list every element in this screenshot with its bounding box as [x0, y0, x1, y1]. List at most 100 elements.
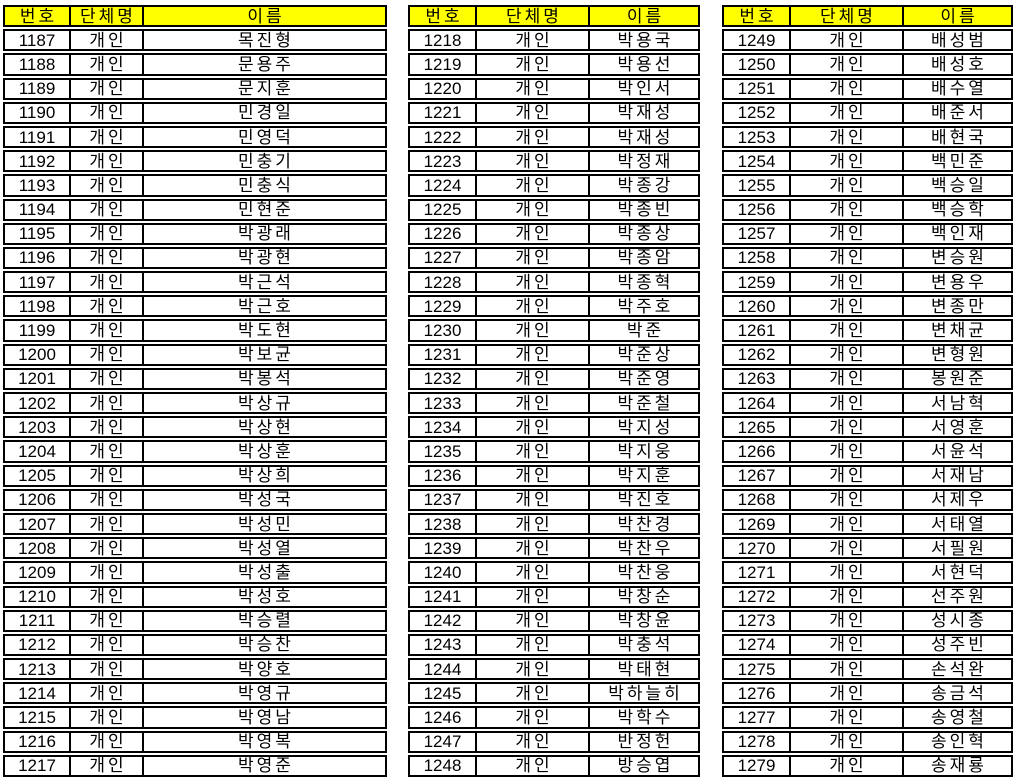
roster-table-middle: 번호 단체명 이름 1218 개인 박용국 1219 개인 박용선 1220 개인 박인서 122… [408, 5, 700, 777]
cell-name: 박충석 [588, 635, 698, 655]
cell-organization: 개인 [475, 127, 588, 147]
cell-name: 박준 [588, 321, 698, 340]
cell-organization: 개인 [475, 103, 588, 122]
cell-organization: 개인 [475, 273, 588, 292]
cell-name: 배준서 [902, 103, 1011, 122]
cell-number: 1196 [18, 248, 56, 268]
cell-name: 박양호 [142, 660, 385, 679]
cell-organization: 개인 [475, 345, 588, 364]
table-row: 1214 개인 박영규 [3, 682, 387, 705]
cell-name: 박상현 [142, 418, 385, 437]
table-row: 1192 개인 민충기 [3, 150, 387, 173]
cell-name: 박봉석 [142, 369, 385, 388]
cell-name: 서영훈 [902, 418, 1011, 437]
cell-organization: 개인 [69, 635, 142, 655]
table-row: 1277 개인 송영철 [722, 706, 1013, 729]
cell-number: 1201 [18, 369, 56, 388]
cell-organization: 개인 [475, 224, 588, 243]
table-row: 1266 개인 서윤석 [722, 440, 1013, 463]
cell-organization: 개인 [789, 635, 902, 655]
cell-name: 박용선 [588, 55, 698, 74]
cell-number: 1222 [423, 127, 462, 147]
cell-number: 1260 [737, 297, 776, 316]
cell-name: 민충식 [142, 176, 385, 195]
table-row: 1205 개인 박상희 [3, 464, 387, 487]
cell-number: 1271 [737, 563, 776, 582]
table-row: 1255 개인 백승일 [722, 174, 1013, 197]
cell-organization: 개인 [789, 563, 902, 582]
table-row: 1234 개인 박지성 [408, 416, 700, 439]
cell-name: 변형원 [902, 345, 1011, 364]
table-row: 1199 개인 박도현 [3, 319, 387, 342]
cell-organization: 개인 [69, 176, 142, 195]
table-row: 1236 개인 박지훈 [408, 464, 700, 487]
cell-number: 1225 [423, 200, 462, 219]
table-row: 1218 개인 박용국 [408, 29, 700, 52]
cell-number: 1228 [423, 273, 462, 292]
cell-organization: 개인 [69, 31, 142, 50]
table-row: 1272 개인 선주원 [722, 585, 1013, 608]
cell-number: 1273 [737, 611, 776, 630]
table-row: 1271 개인 서현덕 [722, 561, 1013, 584]
cell-name: 송영철 [902, 708, 1011, 727]
cell-name: 박도현 [142, 321, 385, 340]
cell-name: 박근석 [142, 273, 385, 292]
cell-organization: 개인 [789, 539, 902, 558]
cell-name: 박보균 [142, 345, 385, 364]
table-row: 1223 개인 박정재 [408, 150, 700, 173]
cell-name: 백승일 [902, 176, 1011, 195]
table-row: 1257 개인 백인재 [722, 222, 1013, 245]
cell-number: 1261 [737, 321, 776, 340]
cell-name: 백승학 [902, 200, 1011, 219]
cell-organization: 개인 [789, 369, 902, 388]
cell-number: 1203 [18, 418, 56, 437]
table-row: 1204 개인 박상훈 [3, 440, 387, 463]
cell-organization: 개인 [69, 418, 142, 437]
cell-organization: 개인 [69, 345, 142, 364]
table-row: 1261 개인 변채균 [722, 319, 1013, 342]
cell-name: 목진형 [142, 31, 385, 50]
cell-name: 민영덕 [142, 127, 385, 147]
table-row: 1193 개인 민충식 [3, 174, 387, 197]
cell-name: 박준상 [588, 345, 698, 364]
cell-organization: 개인 [69, 514, 142, 534]
cell-name: 반정헌 [588, 732, 698, 751]
cell-number: 1210 [18, 587, 56, 606]
table-row: 1226 개인 박종상 [408, 222, 700, 245]
cell-number: 1263 [737, 369, 776, 388]
table-row: 1222 개인 박재성 [408, 125, 700, 149]
cell-organization: 개인 [475, 587, 588, 606]
cell-number: 1229 [423, 297, 462, 316]
cell-organization: 개인 [69, 127, 142, 147]
table-row: 1259 개인 변용우 [722, 271, 1013, 294]
cell-number: 1213 [18, 660, 56, 679]
cell-name: 박지웅 [588, 442, 698, 461]
cell-name: 민경일 [142, 103, 385, 122]
table-row: 1229 개인 박주호 [408, 295, 700, 318]
table-row: 1237 개인 박진호 [408, 488, 700, 511]
cell-organization: 개인 [789, 732, 902, 751]
cell-number: 1208 [18, 539, 56, 558]
table-row: 1230 개인 박준 [408, 319, 700, 342]
cell-number: 1272 [737, 587, 776, 606]
cell-organization: 개인 [475, 79, 588, 98]
cell-organization: 개인 [69, 248, 142, 268]
table-row: 1188 개인 문용주 [3, 53, 387, 76]
table-row: 1201 개인 박봉석 [3, 367, 387, 390]
cell-organization: 개인 [789, 442, 902, 461]
cell-organization: 개인 [69, 321, 142, 340]
table-row: 1241 개인 박창순 [408, 585, 700, 608]
cell-organization: 개인 [475, 369, 588, 388]
cell-number: 1189 [18, 79, 56, 98]
cell-organization: 개인 [69, 394, 142, 413]
cell-organization: 개인 [789, 176, 902, 195]
cell-organization: 개인 [69, 466, 142, 485]
cell-name: 박영규 [142, 684, 385, 703]
cell-name: 박상규 [142, 394, 385, 413]
table-row: 1210 개인 박성호 [3, 585, 387, 608]
cell-name: 박광래 [142, 224, 385, 243]
cell-name: 방승엽 [588, 756, 698, 775]
cell-number: 1224 [423, 176, 462, 195]
cell-organization: 개인 [789, 394, 902, 413]
